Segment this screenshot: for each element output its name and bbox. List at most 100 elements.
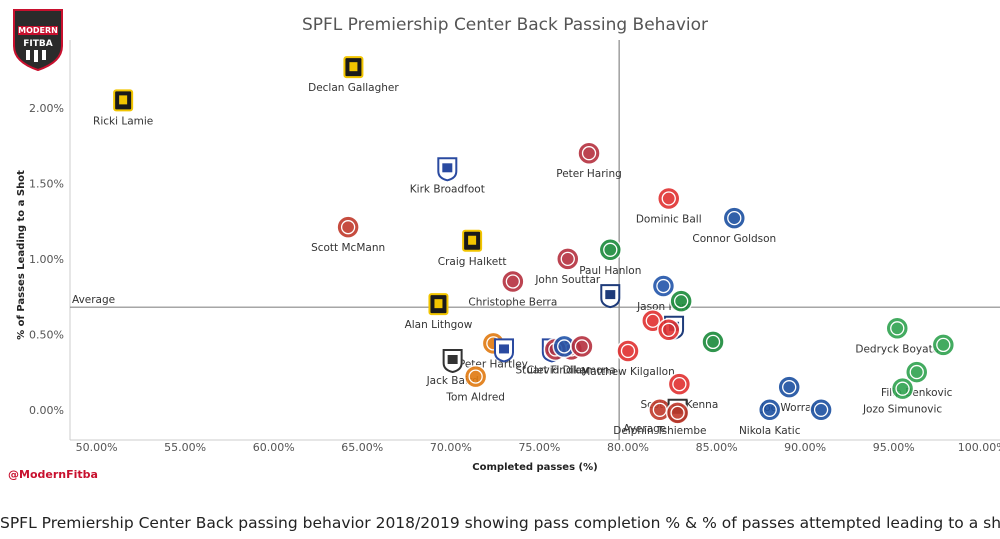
x-tick-label: 50.00% xyxy=(76,441,118,454)
y-tick-label: 1.00% xyxy=(29,253,64,266)
club-badge-icon xyxy=(669,289,693,313)
data-point: John Souttar xyxy=(534,247,601,286)
club-badge-icon xyxy=(777,375,801,399)
player-label: Matthew Kilgallon xyxy=(581,366,675,378)
club-badge-ring xyxy=(890,321,905,336)
data-point: Declan Gallagher xyxy=(308,56,399,94)
axes: 50.00% 55.00% 60.00% 65.00% 70.00% 75.00% 80.0… xyxy=(29,40,1000,454)
club-badge-icon xyxy=(722,206,747,230)
data-point: Craig Halkett xyxy=(438,229,507,268)
data-point: Peter Haring xyxy=(556,141,622,180)
player-label: Dedryck Boyata xyxy=(855,343,939,355)
club-badge-ring xyxy=(672,377,687,392)
y-tick-label: 2.00% xyxy=(29,102,64,115)
data-point xyxy=(494,338,514,363)
data-point xyxy=(656,318,681,342)
club-badge-center xyxy=(442,163,453,173)
x-tick-label: 90.00% xyxy=(784,441,826,454)
club-badge-center xyxy=(605,290,616,300)
club-badge-ring xyxy=(705,334,721,350)
x-tick-label: 85.00% xyxy=(696,441,738,454)
shield-icon: MODERN FITBA xyxy=(13,9,63,72)
player-label: Delphin Tshiembe xyxy=(613,425,706,437)
player-label: John Souttar xyxy=(534,274,601,286)
data-point xyxy=(665,401,690,425)
player-label: Paul Hanlon xyxy=(579,265,641,277)
twitter-handle: @ModernFitba xyxy=(8,468,98,481)
club-badge-ring xyxy=(468,369,483,384)
player-label: Tom Aldred xyxy=(445,392,505,404)
data-point xyxy=(600,284,621,309)
data-point: Delphin Tshiembe xyxy=(613,398,707,437)
club-badge-ring xyxy=(909,364,924,380)
x-tick-label: 95.00% xyxy=(873,441,915,454)
player-label: Declan Gallagher xyxy=(308,82,399,94)
club-badge-ring xyxy=(670,405,685,420)
data-point: Christophe Berra xyxy=(468,269,557,309)
average-lines: Average Average xyxy=(70,40,1000,440)
player-label: Kirk Broadfoot xyxy=(410,183,485,195)
y-axis-title: % of Passes Leading to a Shot xyxy=(16,170,27,340)
player-label: Christophe Berra xyxy=(468,297,557,309)
club-badge-ring xyxy=(581,146,597,161)
chart-title: SPFL Premiership Center Back Passing Beh… xyxy=(302,15,708,35)
club-badge-icon xyxy=(890,376,915,401)
modern-fitba-logo: MODERN FITBA xyxy=(10,6,66,72)
club-badge-icon xyxy=(501,269,525,294)
data-point xyxy=(570,334,594,359)
data-points: Ricki Lamie Declan Gallagher Kirk Broadfoo… xyxy=(93,56,956,437)
player-label: Ricki Lamie xyxy=(93,115,153,127)
data-point: Alan Lithgow xyxy=(405,293,473,331)
club-badge-icon xyxy=(651,274,676,298)
player-label: Peter Haring xyxy=(556,168,622,180)
data-point: Dedryck Boyata xyxy=(855,316,939,355)
data-point: Kirk Broadfoot xyxy=(410,157,485,195)
x-tick-label: 65.00% xyxy=(341,441,383,454)
data-point xyxy=(809,398,833,422)
club-badge-center xyxy=(499,344,509,354)
club-badge-center xyxy=(468,235,477,245)
club-badge-icon xyxy=(336,215,360,239)
player-label: Craig Halkett xyxy=(438,256,507,268)
data-point xyxy=(701,330,725,354)
club-badge-ring xyxy=(895,381,910,396)
x-tick-label: 60.00% xyxy=(253,441,295,454)
club-badge-icon xyxy=(463,364,488,389)
club-badge-ring xyxy=(620,343,636,359)
data-point: Jozo Simunovic xyxy=(862,376,942,416)
data-point xyxy=(669,289,693,313)
player-label: Jozo Simunovic xyxy=(862,404,942,416)
player-label: Connor Goldson xyxy=(692,233,776,245)
club-badge-icon xyxy=(809,398,833,422)
club-badge-icon xyxy=(616,339,640,363)
x-tick-label: 75.00% xyxy=(518,441,560,454)
club-badge-icon xyxy=(904,360,929,384)
club-badge-ring xyxy=(645,313,660,328)
logo-text-2: FITBA xyxy=(23,39,52,49)
club-badge-icon xyxy=(656,186,681,211)
club-badge-ring xyxy=(603,242,618,257)
player-label: Stuart Findlay xyxy=(515,364,588,376)
club-badge-icon xyxy=(598,238,623,262)
club-badge-ring xyxy=(661,191,676,206)
club-badge-icon xyxy=(577,141,601,165)
player-label: Nikola Katic xyxy=(739,425,801,437)
player-label: Scott McMann xyxy=(311,242,385,254)
data-point: Tom Aldred xyxy=(445,364,505,404)
club-badge-icon xyxy=(701,330,725,354)
club-badge-ring xyxy=(673,293,689,309)
data-point: Nikola Katic xyxy=(739,398,801,437)
club-badge-icon xyxy=(656,318,681,342)
y-tick-label: 1.50% xyxy=(29,177,64,190)
x-axis-title: Completed passes (%) xyxy=(472,462,597,473)
data-point: Matthew Kilgallon xyxy=(581,339,675,378)
club-badge-icon xyxy=(556,247,580,271)
data-point: Scott McMann xyxy=(311,215,385,254)
club-badge-icon xyxy=(757,398,782,422)
club-badge-center xyxy=(434,299,443,309)
x-tick-label: 55.00% xyxy=(164,441,206,454)
data-point: Filip Benkovic xyxy=(881,360,953,399)
club-badge-center xyxy=(447,355,458,364)
y-tick-label: 0.00% xyxy=(29,404,64,417)
club-badge-ring xyxy=(560,251,575,267)
